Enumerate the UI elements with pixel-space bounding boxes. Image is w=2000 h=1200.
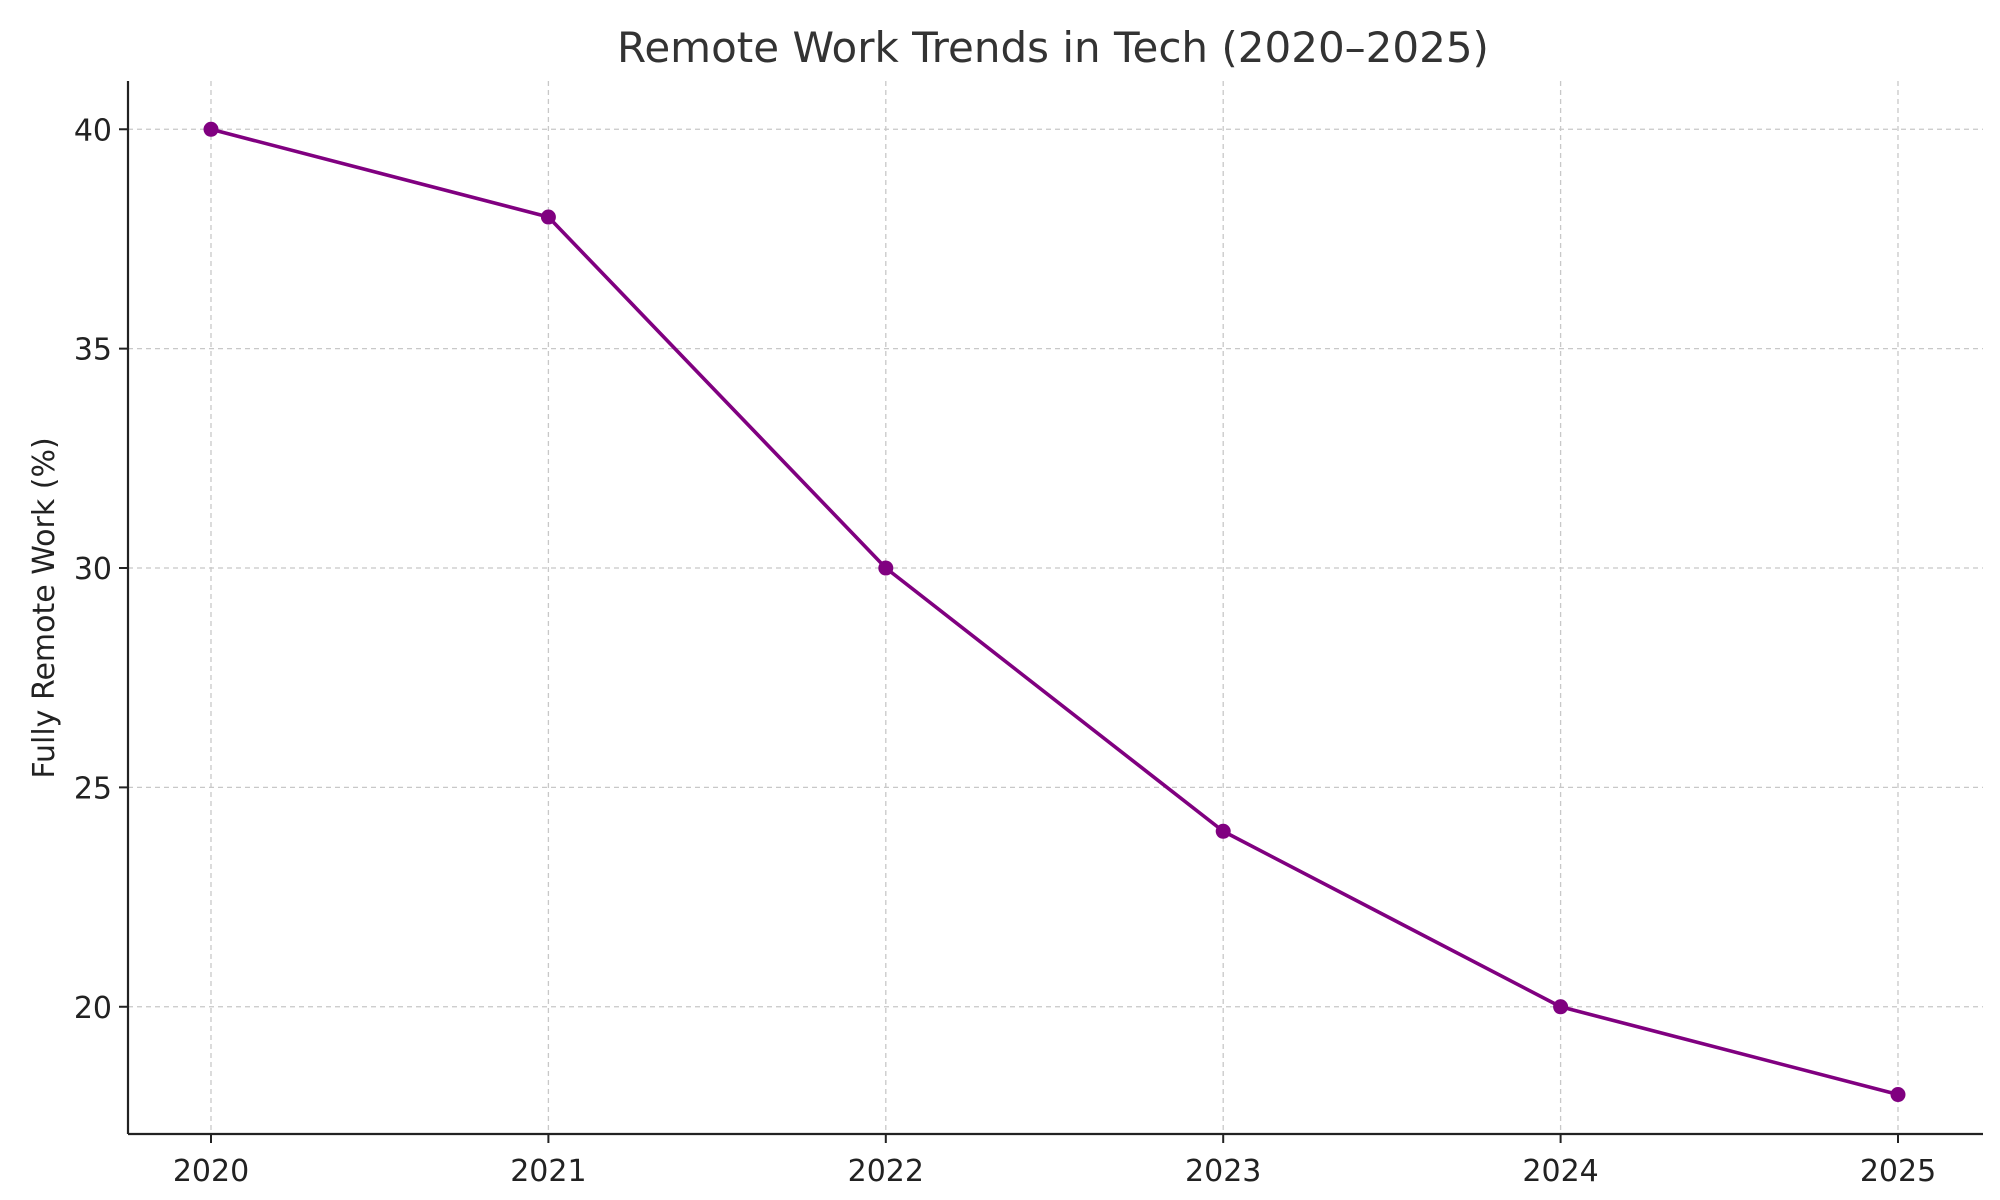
- series-line: [210, 127, 1899, 1097]
- x-tick-label: 2022: [848, 1154, 924, 1189]
- x-tick-label: 2023: [1185, 1154, 1261, 1189]
- y-tick-label: 30: [74, 552, 112, 587]
- grid: [128, 81, 1983, 1134]
- data-point: [1553, 999, 1569, 1015]
- axes: [126, 81, 1983, 1136]
- y-tick-label: 25: [74, 771, 112, 806]
- data-point: [878, 560, 894, 576]
- x-tick-label: 2021: [510, 1154, 586, 1189]
- chart-title: Remote Work Trends in Tech (2020–2025): [617, 23, 1489, 72]
- y-tick-label: 20: [74, 991, 112, 1026]
- x-tick-label: 2024: [1522, 1154, 1598, 1189]
- data-point: [540, 209, 556, 225]
- x-tick-label: 2025: [1860, 1154, 1936, 1189]
- x-tick-label: 2020: [173, 1154, 249, 1189]
- y-tick-label: 40: [74, 113, 112, 148]
- data-point: [1890, 1087, 1906, 1103]
- data-point: [203, 121, 219, 137]
- data-point: [1215, 823, 1231, 839]
- y-axis-label: Fully Remote Work (%): [27, 437, 62, 778]
- series: [203, 121, 1906, 1103]
- y-tick-label: 35: [74, 333, 112, 368]
